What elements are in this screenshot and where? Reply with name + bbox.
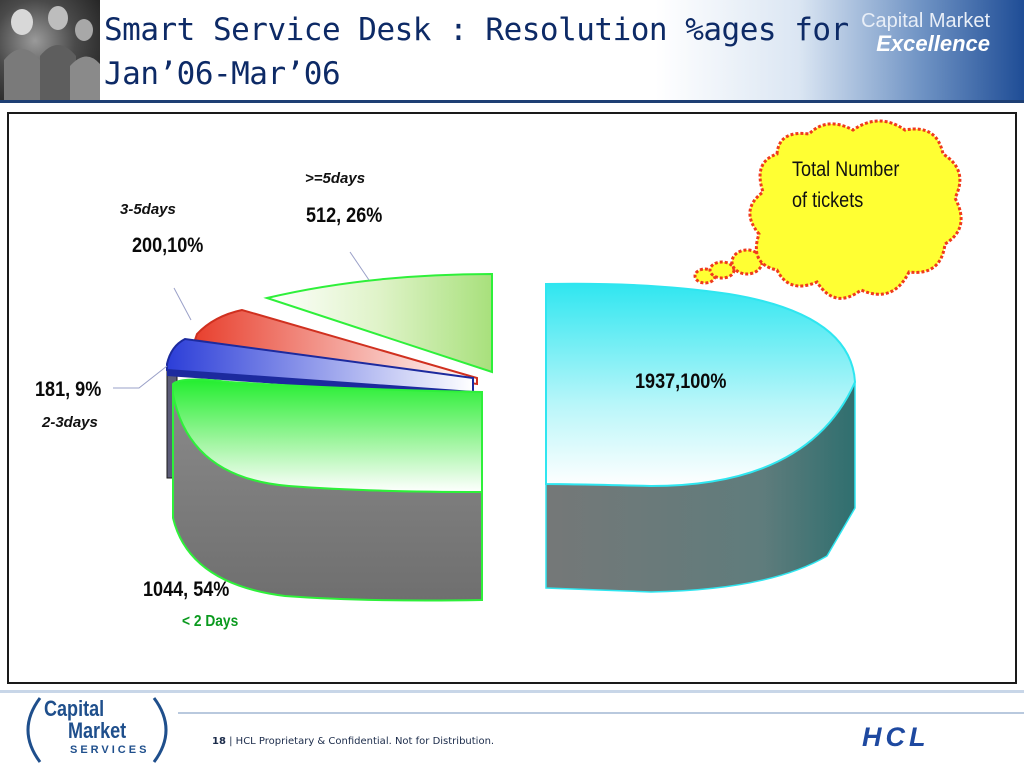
- logo-line-3: SERVICES: [70, 744, 150, 756]
- footer-rule: [178, 712, 1024, 714]
- header-photo: [0, 0, 100, 102]
- data-label-total: 1937,100%: [635, 370, 727, 393]
- brand-line-2: Excellence: [876, 31, 990, 56]
- data-label-3to5days: 200,10%: [132, 234, 204, 257]
- capital-market-services-logo: Capital Market SERVICES: [22, 694, 172, 764]
- slide-title: Smart Service Desk : Resolution %ages fo…: [104, 12, 849, 92]
- pie-chart-svg: [113, 119, 963, 602]
- category-label-3to5days: 3-5days: [120, 201, 176, 218]
- footer-divider: [0, 690, 1024, 693]
- header-divider: [0, 100, 1024, 103]
- leader-line-2to3days: [113, 365, 168, 389]
- hcl-logo: HCL: [862, 722, 930, 752]
- callout-text-line-2: of tickets: [792, 189, 864, 212]
- pie-slice-lt2days: [172, 378, 483, 602]
- category-label-lt2days: < 2 Days: [182, 613, 239, 630]
- logo-arc-icon: [26, 697, 168, 763]
- brand-logo: Capital Market Excellence: [861, 10, 990, 56]
- data-label-2to3days: 181, 9%: [35, 378, 102, 401]
- brand-line-1: Capital Market: [861, 10, 990, 32]
- data-label-ge5days: 512, 26%: [306, 204, 383, 227]
- header-background: [0, 0, 1024, 100]
- logo-line-2: Market: [68, 718, 127, 743]
- callout-text-line-1: Total Number: [792, 158, 900, 181]
- leader-line-ge5days: [349, 251, 370, 281]
- page-number: 18: [212, 736, 226, 747]
- logo-line-1: Capital: [44, 696, 105, 721]
- slide-header: Smart Service Desk : Resolution %ages fo…: [0, 0, 1024, 104]
- category-label-2to3days: 2-3days: [42, 414, 98, 431]
- pie-slice-3to5days: [193, 308, 478, 386]
- people-photo-icon: [4, 6, 100, 102]
- chart-area: >=5days 512, 26% 3-5days 200,10% 181, 9%…: [7, 112, 1017, 684]
- pie-slice-ge5days: [263, 272, 493, 374]
- footer-text: 18 | HCL Proprietary & Confidential. Not…: [212, 736, 494, 747]
- footer-note: HCL Proprietary & Confidential. Not for …: [235, 736, 495, 747]
- callout-cloud: [693, 119, 963, 300]
- pie-slice-total: [545, 282, 857, 593]
- footer-separator: |: [229, 736, 233, 747]
- leader-line-3to5days: [173, 287, 192, 321]
- category-label-ge5days: >=5days: [305, 170, 366, 187]
- data-label-lt2days: 1044, 54%: [143, 578, 230, 601]
